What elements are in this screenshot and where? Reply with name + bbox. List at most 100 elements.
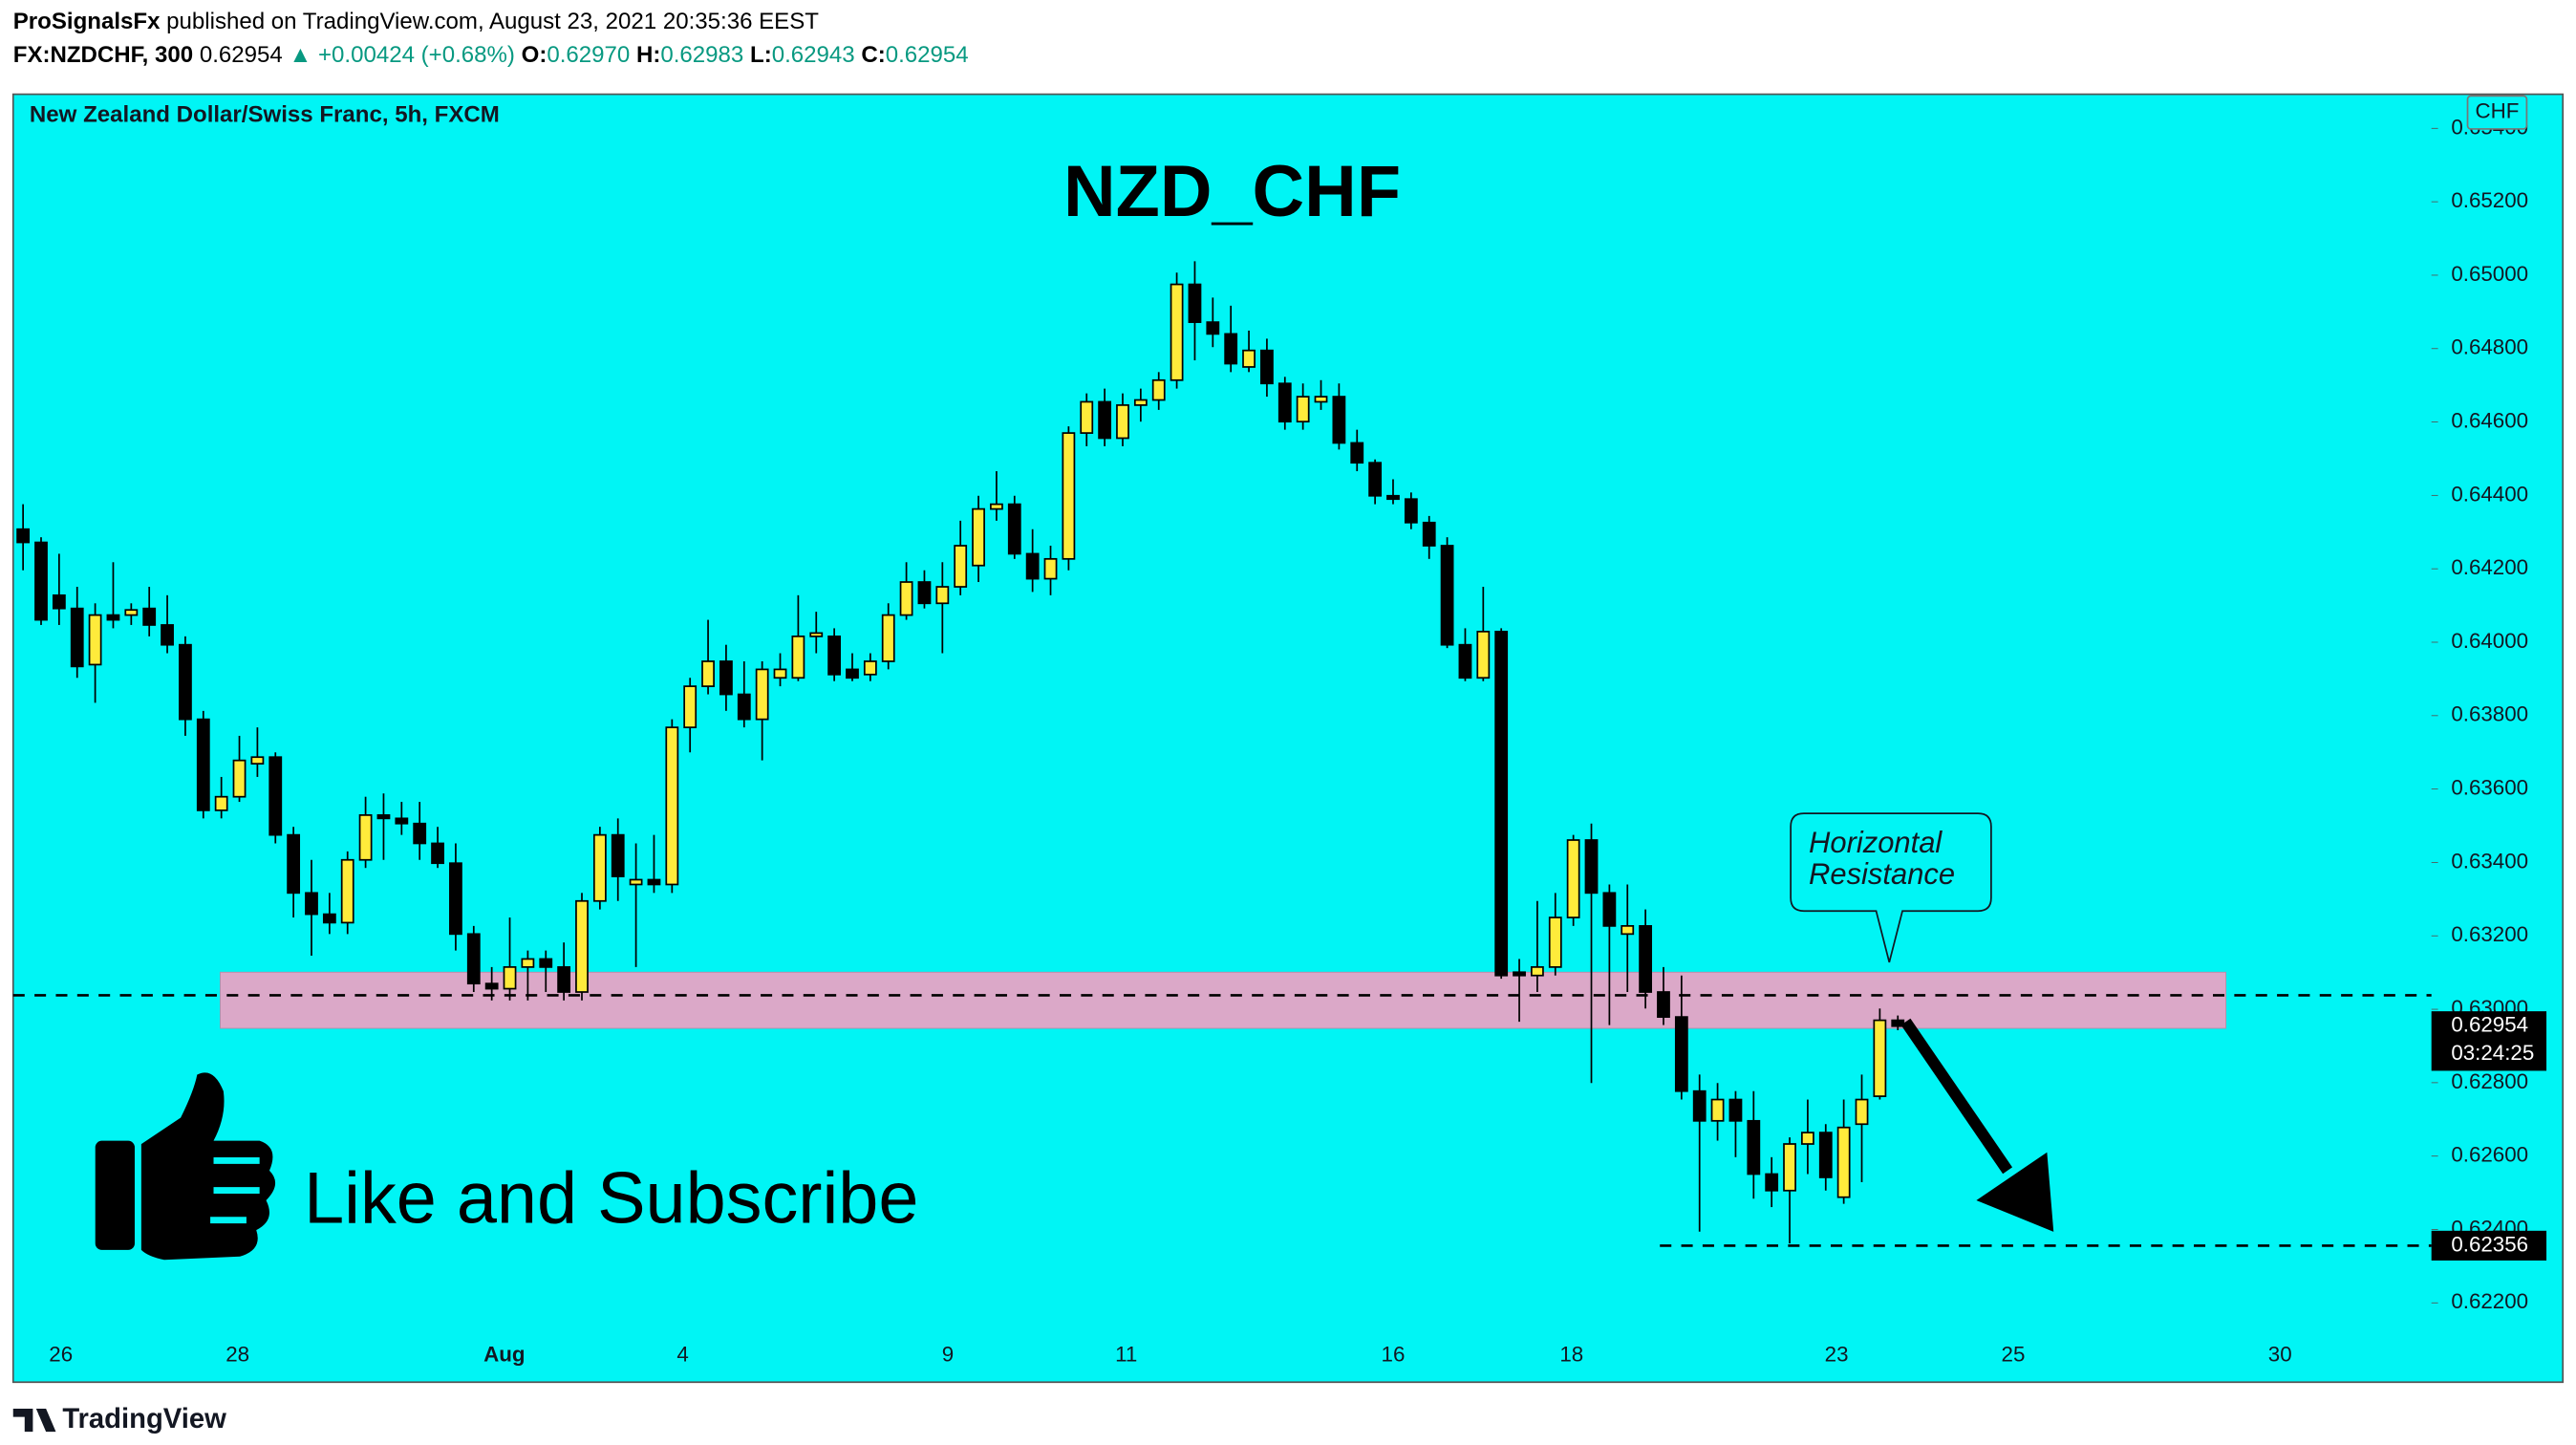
candle-body — [1621, 925, 1635, 936]
candle-body — [972, 507, 985, 567]
y-tick-label: 0.65000 — [2451, 262, 2528, 286]
candle-body — [1747, 1119, 1761, 1175]
candle-body — [1710, 1098, 1725, 1122]
candle-body — [1062, 432, 1076, 560]
candle-body — [1025, 552, 1040, 580]
candle-body — [1566, 839, 1580, 918]
change: +0.00424 (+0.68%) — [318, 42, 515, 68]
logo-dot — [38, 1409, 48, 1418]
logo-text: TradingView — [62, 1403, 226, 1434]
candle-body — [1602, 892, 1617, 927]
candle-body — [340, 858, 354, 924]
arrow-shaft — [1900, 1018, 2013, 1175]
candle-body — [1765, 1173, 1779, 1192]
ohlc-value: 0.62983 — [660, 42, 743, 68]
candle-body — [1151, 378, 1166, 401]
y-tick-label: 0.64400 — [2451, 482, 2528, 506]
y-tick-label: 0.62200 — [2451, 1289, 2528, 1313]
candle-body — [1277, 382, 1292, 423]
candle-body — [1728, 1098, 1743, 1122]
candle-body — [791, 635, 805, 679]
candle-body — [647, 878, 661, 886]
thumb-hand — [140, 1072, 276, 1261]
candle-body — [539, 958, 553, 968]
candle-body — [413, 822, 427, 845]
candle-body — [142, 607, 157, 626]
y-tick-label: 0.63200 — [2451, 922, 2528, 946]
promo-text: Like and Subscribe — [304, 1157, 918, 1239]
candle-body — [395, 817, 409, 825]
candle-body — [196, 718, 210, 811]
candle-body — [322, 913, 336, 924]
down-arrow — [1900, 1018, 2054, 1232]
candle-body — [1368, 462, 1383, 497]
candle-body — [214, 795, 228, 811]
candle-body — [305, 892, 318, 916]
candle-body — [1080, 400, 1094, 434]
candle-body — [1818, 1132, 1833, 1178]
candle-body — [1350, 442, 1364, 464]
candle-body — [376, 814, 391, 820]
candle-body — [1260, 349, 1274, 385]
candle-body — [1422, 521, 1436, 547]
y-tick-label: 0.64000 — [2451, 629, 2528, 653]
arrow-head — [1976, 1152, 2054, 1232]
target-price-label: 0.62356 — [2451, 1232, 2528, 1256]
candle-body — [1639, 925, 1653, 993]
x-tick-label: 23 — [1825, 1342, 1849, 1366]
candle-body — [773, 668, 787, 679]
candle-body — [1494, 631, 1509, 977]
candle-body — [1440, 545, 1454, 646]
candle-body — [701, 660, 715, 687]
target-price-box — [2431, 1230, 2547, 1261]
candle-body — [629, 878, 643, 886]
candle-body — [106, 614, 120, 621]
candle-body — [52, 593, 66, 610]
candle-body — [1801, 1132, 1814, 1145]
x-tick-label: 30 — [2268, 1342, 2292, 1366]
candle-body — [719, 660, 733, 696]
candle-body — [503, 966, 517, 990]
candle-body — [917, 581, 932, 605]
y-tick-label: 0.64800 — [2451, 335, 2528, 359]
candle-body — [611, 833, 625, 877]
x-tick-label: 25 — [2002, 1342, 2026, 1366]
candle-body — [683, 685, 698, 728]
x-tick-label: 26 — [49, 1342, 73, 1366]
y-tick-label: 0.65200 — [2451, 188, 2528, 212]
chart-layer: 0.622000.624000.626000.628000.630000.632… — [12, 95, 2547, 1367]
up-triangle: ▲ — [290, 42, 312, 68]
candle-body — [1891, 1019, 1905, 1027]
x-tick-label: Aug — [483, 1342, 525, 1366]
candle-body — [1224, 333, 1238, 365]
logo-mark — [12, 1408, 56, 1433]
candle-body — [990, 503, 1003, 510]
y-tick-label: 0.63800 — [2451, 702, 2528, 726]
y-tick-label: 0.62600 — [2451, 1143, 2528, 1167]
candle-body — [899, 581, 913, 616]
ohlc-value: 0.62943 — [772, 42, 855, 68]
candle-body — [16, 528, 31, 544]
candle-body — [1098, 400, 1112, 440]
candle-body — [521, 958, 535, 968]
candle-body — [1476, 631, 1491, 679]
candle-body — [449, 862, 462, 936]
x-tick-label: 9 — [942, 1342, 954, 1366]
ohlc-label: H: — [636, 42, 660, 68]
thumbs-up-icon — [95, 1072, 276, 1261]
candle-body — [179, 643, 192, 721]
candle-body — [466, 933, 481, 985]
candle-body — [1873, 1019, 1887, 1097]
candle-body — [1296, 396, 1310, 423]
candle-body — [1007, 503, 1021, 555]
candle-body — [484, 982, 499, 990]
callout-box — [1790, 812, 1992, 963]
annotation-line: Horizontal — [1809, 826, 1943, 859]
candle-body — [863, 660, 877, 676]
candle-body — [1692, 1089, 1707, 1122]
candle-body — [1458, 643, 1472, 679]
candle-body — [1043, 557, 1058, 580]
candle-body — [592, 833, 607, 902]
candle-body — [1783, 1143, 1796, 1192]
